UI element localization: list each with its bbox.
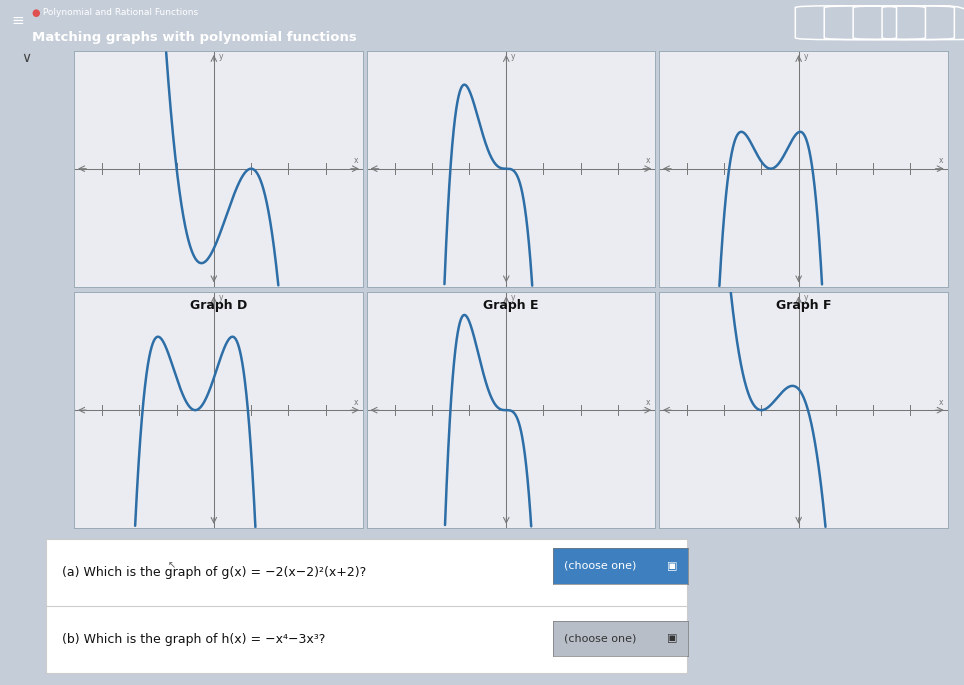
Text: x: x [354,156,358,166]
Text: ▣: ▣ [667,561,678,571]
Text: y: y [803,293,808,302]
Text: (a) Which is the graph of g(x) = −2(x−2)²(x+2)?: (a) Which is the graph of g(x) = −2(x−2)… [63,566,366,579]
Text: ∨: ∨ [21,51,31,65]
Text: Graph F: Graph F [776,299,831,312]
Text: y: y [803,51,808,60]
Text: y: y [219,51,223,60]
Text: (choose one): (choose one) [564,634,636,643]
Text: Matching graphs with polynomial functions: Matching graphs with polynomial function… [32,32,357,44]
Text: x: x [938,156,943,166]
Text: y: y [511,51,516,60]
Text: ≡: ≡ [12,12,24,27]
Text: ▣: ▣ [667,634,678,643]
Text: x: x [938,398,943,407]
Text: Polynomial and Rational Functions: Polynomial and Rational Functions [40,8,199,17]
Text: Graph E: Graph E [483,299,539,312]
Text: y: y [511,293,516,302]
Text: x: x [646,398,651,407]
Text: ↖: ↖ [168,560,176,571]
Text: Graph D: Graph D [190,299,247,312]
Text: ●: ● [32,8,40,18]
Text: (choose one): (choose one) [564,561,636,571]
Text: y: y [219,293,223,302]
Text: (b) Which is the graph of h(x) = −x⁴−3x³?: (b) Which is the graph of h(x) = −x⁴−3x³… [63,633,326,646]
Text: x: x [646,156,651,166]
Text: x: x [354,398,358,407]
